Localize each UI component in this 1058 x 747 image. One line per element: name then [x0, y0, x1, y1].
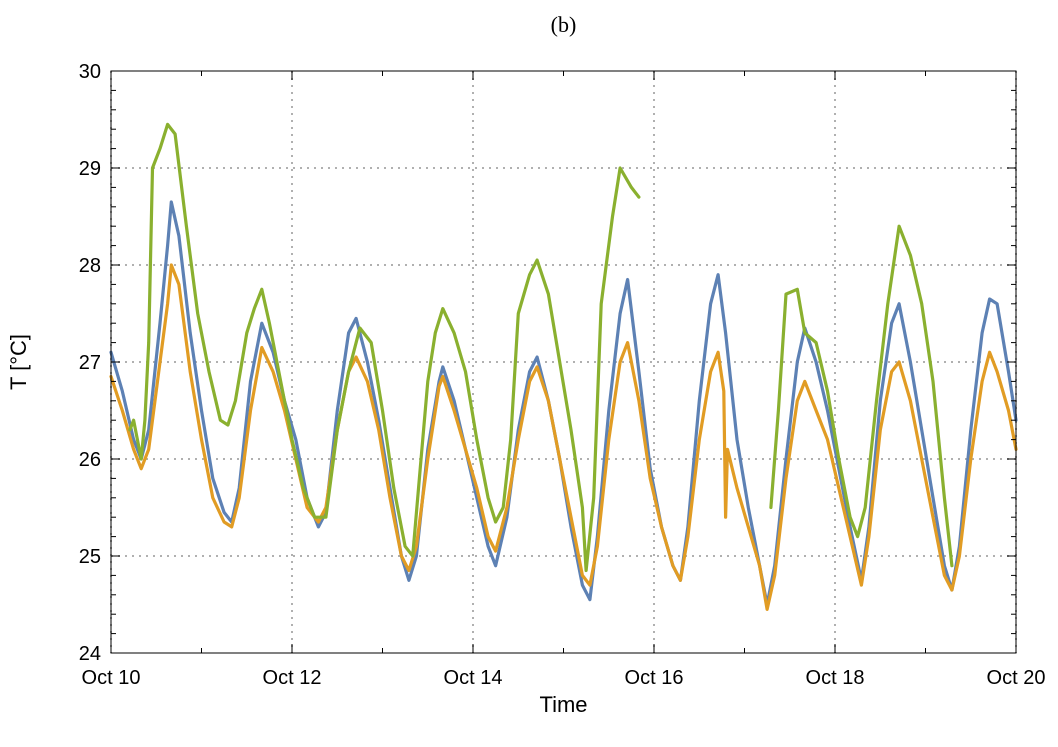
x-tick-label: Oct 10 — [82, 667, 141, 689]
series-3-line-segment-1 — [128, 122, 641, 573]
y-tick-label: 30 — [79, 61, 101, 83]
y-tick-label: 26 — [79, 449, 101, 471]
series-1-line — [109, 200, 1018, 607]
y-tick-label: 28 — [79, 255, 101, 277]
y-axis-label: T [°C] — [6, 334, 31, 390]
series-2-line — [109, 263, 1018, 611]
y-tick-label: 29 — [79, 158, 101, 180]
tick-label-layer: Oct 10 Oct 12 Oct 14 Oct 16 Oct 18 Oct 20 24 25… — [79, 61, 1046, 689]
x-tick-label: Oct 18 — [806, 667, 865, 689]
series-3-line-segment-2 — [769, 224, 954, 568]
series-layer — [109, 122, 1018, 611]
x-tick-label: Oct 12 — [263, 667, 322, 689]
chart-title: (b) — [551, 12, 577, 37]
y-tick-label: 24 — [79, 643, 101, 665]
tick-layer — [110, 70, 1017, 654]
x-tick-label: Oct 14 — [444, 667, 503, 689]
x-tick-label: Oct 20 — [987, 667, 1046, 689]
x-axis-label: Time — [539, 692, 587, 717]
y-tick-label: 27 — [79, 352, 101, 374]
x-tick-label: Oct 16 — [625, 667, 684, 689]
y-tick-label: 25 — [79, 546, 101, 568]
